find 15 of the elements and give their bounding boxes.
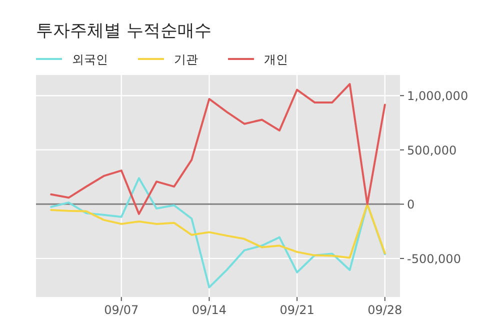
y-tick-label: -500,000	[407, 252, 461, 266]
chart-title: 투자주체별 누적순매수	[36, 21, 212, 41]
x-tick-label: 09/14	[192, 303, 227, 317]
legend-label: 기관	[174, 52, 198, 66]
line-series	[50, 83, 386, 215]
line-series	[50, 203, 386, 259]
x-tick-label: 09/07	[104, 303, 139, 317]
y-tick-label: 1,000,000	[407, 89, 468, 104]
y-tick-label: 500,000	[407, 143, 457, 158]
y-tick-label: 0	[407, 198, 415, 212]
legend-label: 외국인	[72, 52, 108, 66]
x-tick-label: 09/28	[368, 303, 402, 317]
line-series	[50, 177, 386, 288]
legend-label: 개인	[264, 52, 288, 66]
x-tick-label: 09/21	[280, 303, 314, 317]
